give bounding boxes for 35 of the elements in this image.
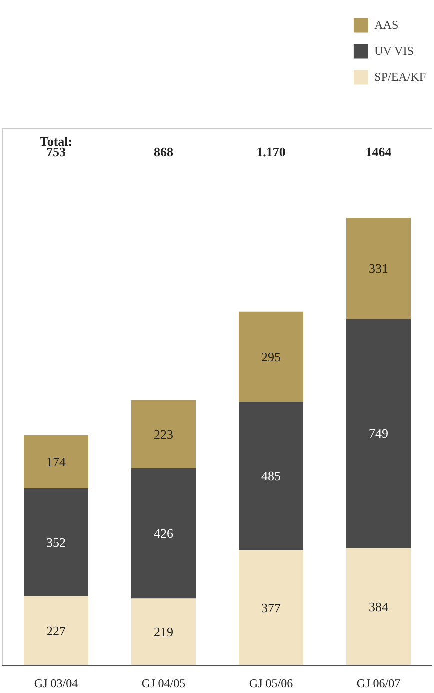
bar bbox=[239, 402, 304, 550]
bar bbox=[132, 468, 196, 599]
data-label: 749 bbox=[369, 426, 388, 442]
data-label: 219 bbox=[154, 624, 174, 640]
bar bbox=[132, 598, 196, 666]
text: 1464 bbox=[366, 144, 392, 160]
text: Total: bbox=[40, 134, 73, 149]
data-label: 223 bbox=[154, 426, 174, 442]
bar bbox=[346, 218, 411, 320]
bar bbox=[239, 312, 304, 402]
data-label: 384 bbox=[369, 599, 389, 614]
x-tick-label: GJ 03/04 bbox=[34, 676, 78, 690]
bar bbox=[24, 435, 88, 489]
data-label: 295 bbox=[262, 349, 281, 364]
legend-label: UV VIS bbox=[374, 44, 414, 58]
bar bbox=[24, 488, 88, 596]
data-label: 174 bbox=[46, 454, 66, 470]
bar bbox=[346, 319, 411, 548]
data-label: 331 bbox=[369, 261, 388, 276]
bar bbox=[239, 550, 304, 666]
data-label: 352 bbox=[46, 534, 66, 550]
bar bbox=[132, 400, 196, 468]
x-tick-label: GJ 05/06 bbox=[249, 676, 294, 690]
legend-label: AAS bbox=[374, 18, 399, 32]
x-tick-label: GJ 04/05 bbox=[142, 676, 186, 690]
data-label: 377 bbox=[262, 600, 282, 616]
x-tick-label: GJ 06/07 bbox=[356, 676, 401, 690]
text: 1.170 bbox=[256, 144, 286, 160]
data-label: 227 bbox=[46, 623, 66, 638]
bar bbox=[346, 548, 411, 666]
text: 868 bbox=[154, 144, 174, 160]
data-label: 485 bbox=[262, 468, 281, 484]
legend-label: SP/EA/KF bbox=[374, 70, 426, 84]
data-label: 426 bbox=[154, 526, 174, 541]
bar bbox=[24, 596, 88, 666]
